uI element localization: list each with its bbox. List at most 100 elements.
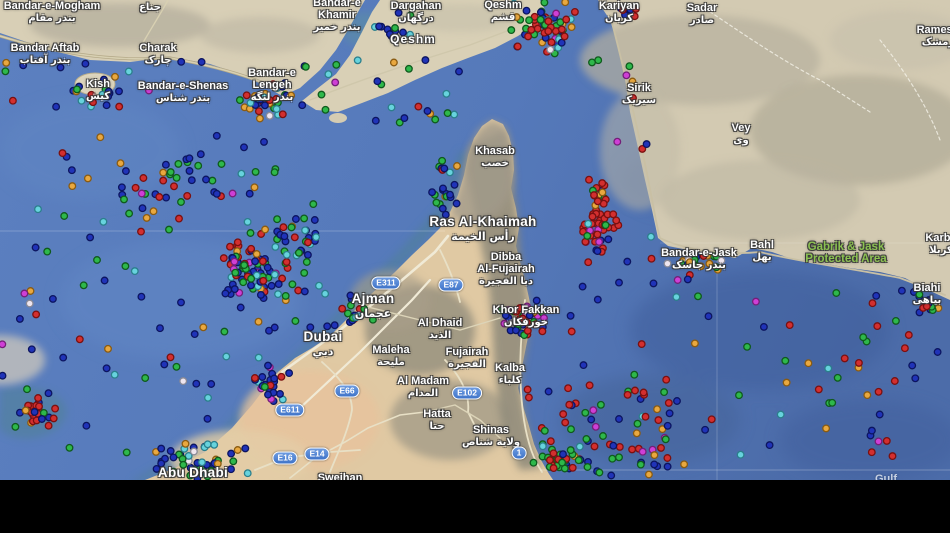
vessel-dot[interactable] xyxy=(202,175,210,184)
vessel-dot[interactable] xyxy=(236,303,245,312)
vessel-dot[interactable] xyxy=(565,400,574,409)
vessel-dot[interactable] xyxy=(228,189,237,198)
vessel-dot[interactable] xyxy=(139,174,148,182)
vessel-dot[interactable] xyxy=(194,161,203,170)
vessel-dot[interactable] xyxy=(501,311,510,320)
vessel-dot[interactable] xyxy=(131,183,140,192)
vessel-dot[interactable] xyxy=(759,322,768,331)
vessel-dot[interactable] xyxy=(375,22,384,31)
vessel-dot[interactable] xyxy=(638,144,647,153)
vessel-dot[interactable] xyxy=(226,242,234,251)
vessel-dot[interactable] xyxy=(574,456,583,465)
vessel-dot[interactable] xyxy=(177,57,186,66)
vessel-dot[interactable] xyxy=(615,415,623,423)
vessel-dot[interactable] xyxy=(615,278,623,287)
vessel-dot[interactable] xyxy=(323,322,332,331)
vessel-dot[interactable] xyxy=(368,315,377,324)
vessel-dot[interactable] xyxy=(559,410,568,419)
vessel-dot[interactable] xyxy=(186,471,195,480)
vessel-dot[interactable] xyxy=(251,167,260,176)
vessel-dot[interactable] xyxy=(183,191,192,200)
vessel-dot[interactable] xyxy=(867,448,876,457)
vessel-dot[interactable] xyxy=(604,235,613,244)
vessel-dot[interactable] xyxy=(49,414,58,423)
vessel-dot[interactable] xyxy=(439,184,447,193)
vessel-dot[interactable] xyxy=(186,463,195,472)
vessel-dot[interactable] xyxy=(644,470,653,479)
vessel-dot[interactable] xyxy=(255,114,264,123)
vessel-dot[interactable] xyxy=(156,324,164,333)
vessel-dot[interactable] xyxy=(161,160,170,169)
vessel-dot[interactable] xyxy=(584,258,593,267)
vessel-dot[interactable] xyxy=(185,166,194,175)
vessel-dot[interactable] xyxy=(677,259,686,268)
vessel-dot[interactable] xyxy=(239,278,248,287)
vessel-dot[interactable] xyxy=(735,391,743,400)
vessel-dot[interactable] xyxy=(58,149,67,158)
vessel-dot[interactable] xyxy=(30,408,39,416)
vessel-dot[interactable] xyxy=(111,72,119,81)
vessel-dot[interactable] xyxy=(199,323,208,332)
vessel-dot[interactable] xyxy=(882,436,891,445)
vessel-dot[interactable] xyxy=(607,471,616,480)
vessel-dot[interactable] xyxy=(43,247,52,256)
vessel-dot[interactable] xyxy=(536,8,545,17)
vessel-dot[interactable] xyxy=(544,27,553,36)
vessel-dot[interactable] xyxy=(618,6,627,14)
vessel-dot[interactable] xyxy=(623,390,632,399)
vessel-dot[interactable] xyxy=(130,267,139,276)
vessel-dot[interactable] xyxy=(227,449,236,458)
vessel-dot[interactable] xyxy=(77,96,86,105)
vessel-dot[interactable] xyxy=(246,229,255,237)
vessel-dot[interactable] xyxy=(544,17,553,26)
vessel-dot[interactable] xyxy=(352,313,360,322)
vessel-dot[interactable] xyxy=(525,311,534,320)
vessel-dot[interactable] xyxy=(567,327,576,336)
vessel-dot[interactable] xyxy=(538,442,547,451)
vessel-dot[interactable] xyxy=(343,309,352,318)
vessel-dot[interactable] xyxy=(15,314,24,323)
vessel-dot[interactable] xyxy=(93,256,101,264)
vessel-dot[interactable] xyxy=(549,464,558,473)
vessel-dot[interactable] xyxy=(245,189,254,198)
vessel-dot[interactable] xyxy=(394,8,403,17)
vessel-dot[interactable] xyxy=(933,348,942,356)
vessel-dot[interactable] xyxy=(338,304,347,313)
vessel-dot[interactable] xyxy=(278,110,287,119)
vessel-dot[interactable] xyxy=(546,45,555,54)
vessel-dot[interactable] xyxy=(596,400,605,409)
vessel-dot[interactable] xyxy=(59,353,68,362)
vessel-dot[interactable] xyxy=(261,225,270,234)
vessel-dot[interactable] xyxy=(203,472,212,481)
vessel-dot[interactable] xyxy=(260,101,269,110)
vessel-dot[interactable] xyxy=(144,86,153,95)
vessel-dot[interactable] xyxy=(590,191,598,200)
vessel-dot[interactable] xyxy=(233,238,242,247)
vessel-dot[interactable] xyxy=(524,393,533,402)
vessel-dot[interactable] xyxy=(11,422,20,431)
vessel-dot[interactable] xyxy=(162,193,171,202)
vessel-dot[interactable] xyxy=(623,257,632,266)
vessel-dot[interactable] xyxy=(890,377,899,385)
vessel-dot[interactable] xyxy=(303,250,312,259)
vessel-dot[interactable] xyxy=(630,12,639,21)
vessel-dot[interactable] xyxy=(73,85,81,94)
vessel-dot[interactable] xyxy=(525,16,534,25)
vessel-dot[interactable] xyxy=(309,200,318,209)
vessel-dot[interactable] xyxy=(310,216,319,224)
vessel-dot[interactable] xyxy=(450,180,459,189)
vessel-dot[interactable] xyxy=(60,212,69,220)
vessel-dot[interactable] xyxy=(567,425,575,434)
vessel-dot[interactable] xyxy=(707,415,716,424)
vessel-dot[interactable] xyxy=(222,352,231,361)
vessel-dot[interactable] xyxy=(210,440,219,449)
vessel-dot[interactable] xyxy=(423,107,432,115)
vessel-dot[interactable] xyxy=(633,419,642,428)
vessel-dot[interactable] xyxy=(254,353,263,362)
vessel-dot[interactable] xyxy=(243,217,252,226)
vessel-dot[interactable] xyxy=(575,442,584,451)
vessel-dot[interactable] xyxy=(121,262,130,271)
vessel-dot[interactable] xyxy=(699,252,708,260)
vessel-dot[interactable] xyxy=(240,261,249,270)
vessel-dot[interactable] xyxy=(174,159,183,168)
